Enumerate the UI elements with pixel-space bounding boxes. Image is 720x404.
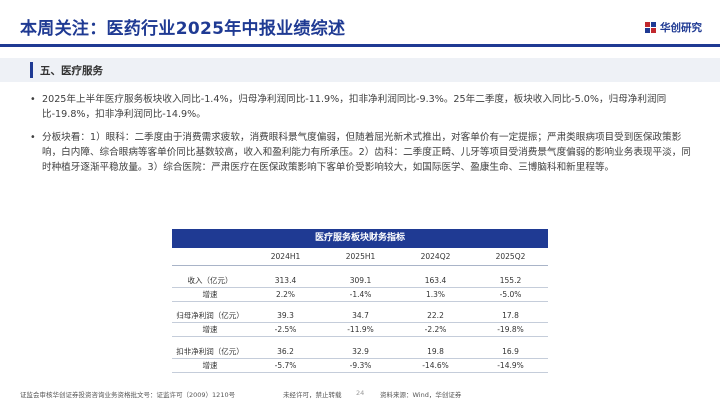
bullet-text: 分板块看：1）眼科：二季度由于消费需求疲软，消费眼科景气度偏弱，但随着屈光新术式…	[42, 132, 691, 173]
table-row: 增速 2.2% -1.4% 1.3% -5.0%	[172, 287, 548, 302]
column-header	[172, 248, 248, 266]
row-label: 归母净利润（亿元）	[172, 309, 248, 323]
table-cell: -19.8%	[473, 322, 548, 337]
data-source: 资料来源：Wind，华创证券	[380, 391, 462, 399]
table-cell: 22.2	[398, 309, 473, 323]
row-label: 扣非净利润（亿元）	[172, 344, 248, 359]
table-cell: -14.6%	[398, 358, 473, 373]
table-cell: -11.9%	[323, 322, 398, 337]
table-cell: -14.9%	[473, 358, 548, 373]
bullet-item: • 2025年上半年医疗服务板块收入同比-1.4%，归母净利润同比-11.9%，…	[30, 92, 698, 122]
page-title: 本周关注：医药行业2025年中报业绩综述	[20, 19, 346, 39]
table-cell: 34.7	[323, 309, 398, 323]
financial-table: 医疗服务板块财务指标 2024H1 2025H1 2024Q2 2025Q2 收…	[172, 229, 548, 373]
bullet-dot-icon: •	[30, 94, 36, 105]
table-row: 扣非净利润（亿元） 36.2 32.9 19.8 16.9	[172, 344, 548, 359]
row-label: 增速	[172, 358, 248, 373]
financial-table-grid: 2024H1 2025H1 2024Q2 2025Q2 收入（亿元） 313.4…	[172, 248, 548, 373]
table-cell: 39.3	[248, 309, 323, 323]
table-cell: 17.8	[473, 309, 548, 323]
section-header: 五、医疗服务	[0, 58, 720, 82]
table-row: 收入（亿元） 313.4 309.1 163.4 155.2	[172, 273, 548, 288]
table-cell: 32.9	[323, 344, 398, 359]
section-accent-bar	[30, 62, 33, 78]
table-cell: 1.3%	[398, 287, 473, 302]
table-title: 医疗服务板块财务指标	[172, 229, 548, 248]
table-cell: -1.4%	[323, 287, 398, 302]
copyright-notice: 未经许可，禁止转载	[283, 391, 342, 399]
brand-name: 华创研究	[660, 22, 702, 34]
column-header: 2024H1	[248, 248, 323, 266]
section-title: 五、医疗服务	[40, 65, 103, 77]
table-cell: -5.0%	[473, 287, 548, 302]
table-cell: 16.9	[473, 344, 548, 359]
table-cell: 163.4	[398, 273, 473, 288]
row-label: 收入（亿元）	[172, 273, 248, 288]
slide-header: 本周关注：医药行业2025年中报业绩综述 华创研究	[0, 0, 720, 50]
summary-bullets: • 2025年上半年医疗服务板块收入同比-1.4%，归母净利润同比-11.9%，…	[30, 92, 698, 183]
table-cell: -2.5%	[248, 322, 323, 337]
table-row: 增速 -5.7% -9.3% -14.6% -14.9%	[172, 358, 548, 373]
column-header: 2024Q2	[398, 248, 473, 266]
bullet-dot-icon: •	[30, 132, 36, 143]
table-row: 增速 -2.5% -11.9% -2.2% -19.8%	[172, 322, 548, 337]
license-notice: 证监会审核华创证券投资咨询业务资格批文号：证监许可（2009）1210号	[20, 391, 236, 399]
brand-logo: 华创研究	[645, 20, 702, 35]
table-cell: -5.7%	[248, 358, 323, 373]
table-cell: -9.3%	[323, 358, 398, 373]
header-divider	[0, 44, 720, 47]
table-header-row: 2024H1 2025H1 2024Q2 2025Q2	[172, 248, 548, 266]
page-number: 24	[356, 389, 365, 397]
row-label: 增速	[172, 322, 248, 337]
column-header: 2025Q2	[473, 248, 548, 266]
table-row: 归母净利润（亿元） 39.3 34.7 22.2 17.8	[172, 309, 548, 323]
table-cell: -2.2%	[398, 322, 473, 337]
table-cell: 36.2	[248, 344, 323, 359]
table-cell: 309.1	[323, 273, 398, 288]
table-cell: 155.2	[473, 273, 548, 288]
table-cell: 313.4	[248, 273, 323, 288]
bullet-text: 2025年上半年医疗服务板块收入同比-1.4%，归母净利润同比-11.9%，扣非…	[42, 94, 667, 120]
column-header: 2025H1	[323, 248, 398, 266]
bullet-item: • 分板块看：1）眼科：二季度由于消费需求疲软，消费眼科景气度偏弱，但随着屈光新…	[30, 130, 698, 175]
table-cell: 2.2%	[248, 287, 323, 302]
row-label: 增速	[172, 287, 248, 302]
brand-logo-icon	[645, 22, 656, 33]
table-cell: 19.8	[398, 344, 473, 359]
